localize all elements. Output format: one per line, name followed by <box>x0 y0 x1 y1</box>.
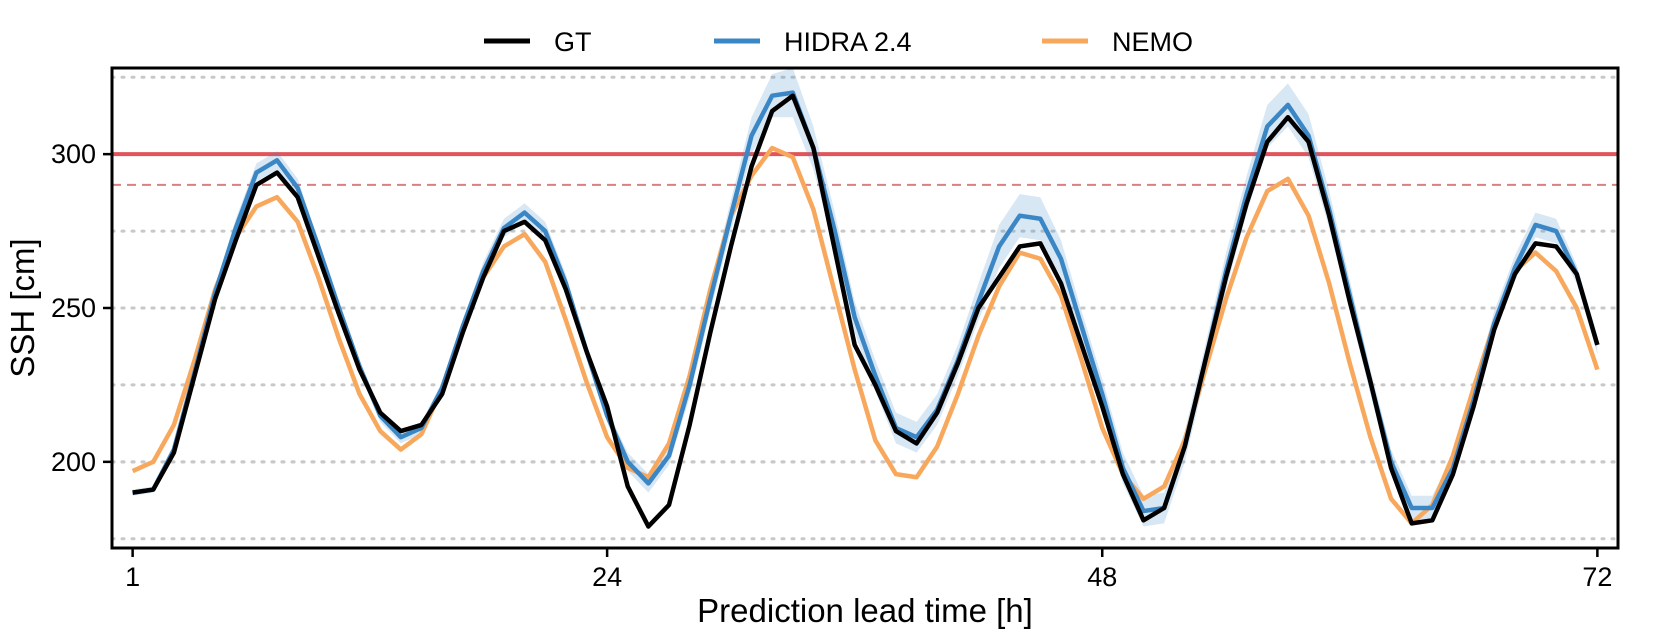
x-tick-label: 24 <box>592 562 622 592</box>
threshold-lines <box>112 152 1618 186</box>
y-tick-label: 300 <box>51 139 96 169</box>
y-axis-ticks: 200 250 300 <box>51 139 112 477</box>
y-tick-label: 250 <box>51 293 96 323</box>
y-axis-label: SSH [cm] <box>4 238 41 377</box>
legend: GT HIDRA 2.4 NEMO <box>484 27 1193 57</box>
series-line-nemo <box>131 145 1600 526</box>
grid <box>110 75 1620 541</box>
x-axis-label: Prediction lead time [h] <box>697 592 1033 629</box>
x-tick-label: 1 <box>125 562 140 592</box>
x-tick-label: 72 <box>1582 562 1612 592</box>
series-lines <box>131 90 1600 529</box>
legend-label: NEMO <box>1112 27 1193 57</box>
legend-label: GT <box>554 27 592 57</box>
y-tick-label: 200 <box>51 447 96 477</box>
series-line-gt <box>132 93 1600 529</box>
x-tick-label: 48 <box>1087 562 1117 592</box>
x-axis-ticks: 1 24 48 72 <box>125 548 1612 592</box>
legend-label: HIDRA 2.4 <box>784 27 912 57</box>
